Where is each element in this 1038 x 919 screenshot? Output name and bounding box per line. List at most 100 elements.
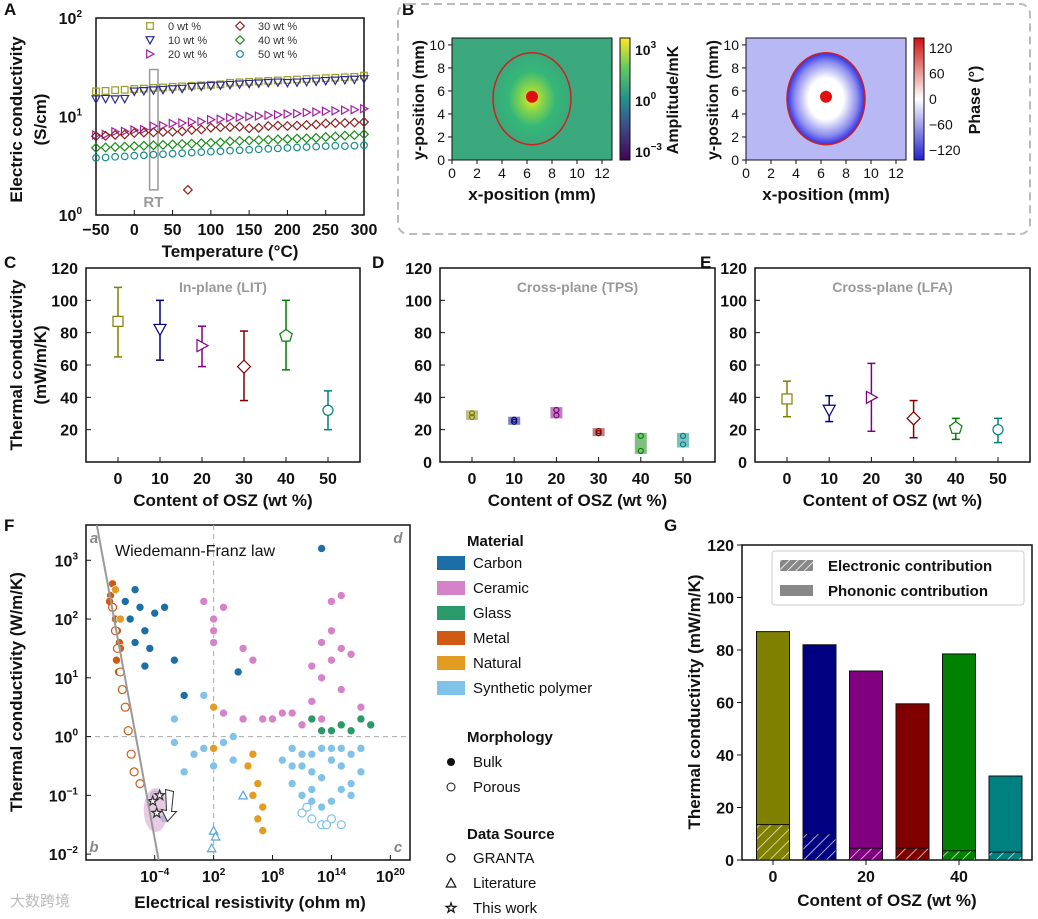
data-point <box>167 139 178 150</box>
x-tick-label: 40 <box>277 471 295 488</box>
data-point <box>349 130 360 141</box>
colorbar-tick-label: 10−3 <box>635 142 662 160</box>
data-point <box>253 134 264 146</box>
legend-box <box>771 550 1025 606</box>
data-point <box>321 106 331 117</box>
data-point <box>595 427 602 435</box>
material-point <box>346 779 356 788</box>
data-point <box>129 127 140 139</box>
data-point <box>264 110 274 121</box>
data-point <box>906 411 921 426</box>
data-point <box>111 86 120 95</box>
literature-point <box>237 789 249 800</box>
data-point <box>282 78 293 88</box>
data-point <box>311 119 322 130</box>
legend-label: Electronic contribution <box>828 558 992 575</box>
y-tick-label: 20 <box>716 801 734 818</box>
data-point <box>679 432 687 439</box>
y-axis-label: Thermal conductivity <box>7 279 26 451</box>
data-point <box>468 410 476 417</box>
quadrant-label: d <box>393 530 403 547</box>
material-point <box>189 749 199 759</box>
data-point <box>511 418 518 425</box>
data-point <box>468 413 476 421</box>
y-tick-label: 80 <box>716 643 734 660</box>
material-point <box>179 691 189 700</box>
x-tick-label: 10 <box>863 165 879 181</box>
porous-point <box>135 778 145 789</box>
panel-title: Cross-plane (TPS) <box>517 279 638 295</box>
x-tick-label: 0 <box>468 471 477 488</box>
y-tick-label: 102 <box>59 9 83 28</box>
data-point <box>301 119 312 131</box>
material-point <box>287 779 297 788</box>
material-point <box>145 644 155 653</box>
x-tick-label: 30 <box>590 471 608 488</box>
legend-label: Ceramic <box>473 580 529 597</box>
bar-electronic <box>895 847 930 861</box>
material-point <box>287 744 297 753</box>
y-tick-label: 60 <box>60 358 78 375</box>
material-point <box>307 785 317 794</box>
y-tick-label: 80 <box>60 326 78 343</box>
material-point <box>130 585 140 594</box>
legend-label: 10 wt % <box>168 35 207 47</box>
bar-electronic <box>802 833 837 861</box>
material-point <box>140 661 150 671</box>
x-axis-label: x-position (mm) <box>468 185 596 204</box>
legend-title: Material <box>467 533 524 550</box>
colorbar-tick-label: 0 <box>929 91 937 107</box>
legend-label: Phononic contribution <box>828 583 988 600</box>
data-point <box>111 152 120 161</box>
material-point <box>307 697 317 706</box>
data-point <box>235 146 244 155</box>
material-point <box>297 791 307 800</box>
wiedemann-franz-line <box>95 524 160 861</box>
data-point <box>177 126 188 137</box>
x-tick-label: 30 <box>905 471 923 488</box>
data-point <box>272 78 283 88</box>
bar-electronic <box>756 824 790 861</box>
data-point <box>225 80 235 90</box>
data-point <box>205 122 216 133</box>
porous-point <box>321 820 332 830</box>
y-tick-label: 100 <box>720 293 747 310</box>
data-point <box>205 137 216 148</box>
legend-label: This work <box>473 900 538 917</box>
legend-swatch <box>437 631 465 645</box>
data-point <box>177 84 188 94</box>
legend-label: Glass <box>473 605 511 622</box>
material-point <box>112 655 121 665</box>
watermark: 大数跨境 <box>10 893 71 910</box>
y-tick-label: 4 <box>731 106 739 122</box>
x-tick-label: 0 <box>114 471 123 488</box>
panel-title: In-plane (LIT) <box>179 279 267 295</box>
panel-label-c: C <box>4 253 17 272</box>
bar-electronic <box>849 847 883 861</box>
bar-phononic <box>942 653 976 861</box>
data-point <box>100 142 111 153</box>
material-point <box>258 714 268 724</box>
data-point <box>216 147 225 156</box>
y-tick-label: 0 <box>731 152 739 168</box>
y-tick-label: 120 <box>405 261 432 278</box>
material-point <box>125 614 135 624</box>
material-point <box>150 608 160 618</box>
colorbar-tick-label: 100 <box>635 91 657 109</box>
data-point <box>226 146 234 155</box>
data-point <box>293 143 301 152</box>
y-tick-label: 120 <box>707 538 734 555</box>
data-point <box>865 390 879 405</box>
y-tick-label: 100 <box>707 591 734 608</box>
data-point <box>349 75 360 85</box>
data-point <box>273 144 282 153</box>
x-tick-label: 20 <box>863 471 881 488</box>
data-point <box>320 76 331 87</box>
material-point <box>248 749 258 759</box>
material-point <box>199 744 209 753</box>
colorbar-label: Phase (°) <box>967 66 984 135</box>
data-point <box>130 124 140 135</box>
material-point <box>209 638 218 647</box>
colorbar <box>913 37 925 161</box>
legend-marker <box>236 50 244 58</box>
